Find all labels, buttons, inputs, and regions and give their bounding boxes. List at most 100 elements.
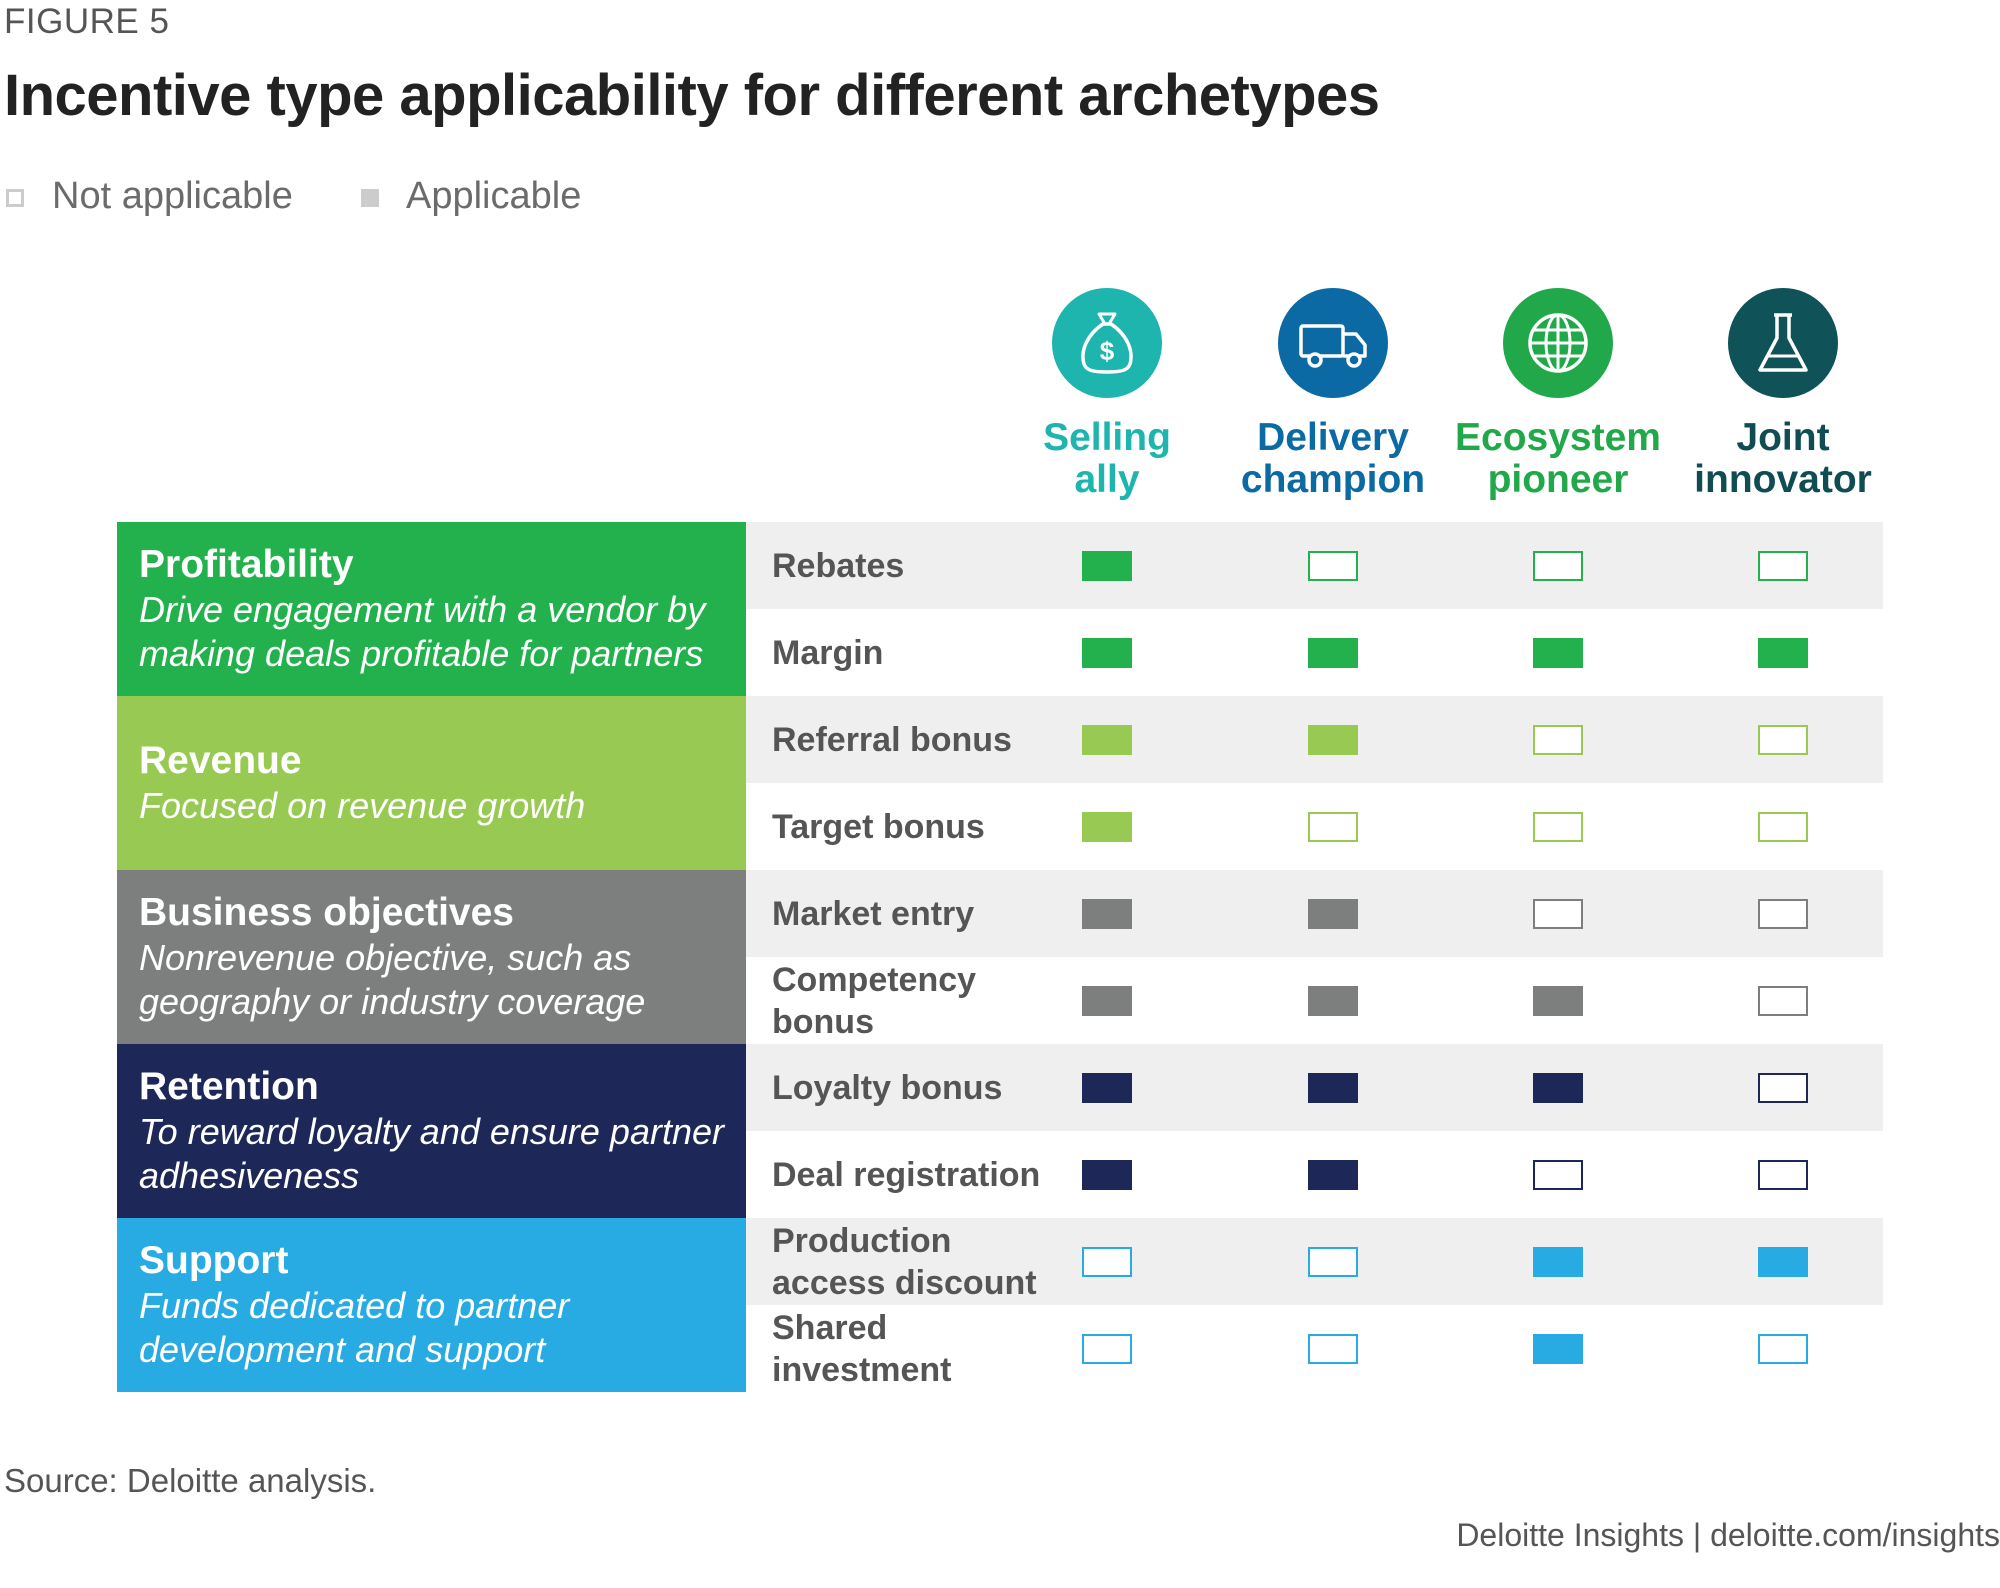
category-description: Nonrevenue objective, such as geography … <box>139 937 646 1022</box>
matrix-row: Rebates <box>746 522 1883 609</box>
legend-label: Applicable <box>406 175 582 217</box>
category-description: To reward loyalty and ensure partner adh… <box>139 1111 724 1196</box>
not-applicable-cell <box>1308 550 1358 581</box>
applicable-cell <box>1533 1333 1583 1364</box>
globe-icon <box>1503 288 1613 398</box>
incentive-label: Shared investment <box>772 1308 952 1389</box>
incentive-label: Production access discount <box>772 1221 1037 1302</box>
legend-label: Not applicable <box>52 175 293 217</box>
money-bag-icon: $ <box>1052 288 1162 398</box>
applicable-cell <box>1308 724 1358 755</box>
category-title: Profitability <box>139 543 354 586</box>
incentive-label: Loyalty bonus <box>772 1068 1003 1107</box>
source-note: Source: Deloitte analysis. <box>4 1462 377 1499</box>
matrix-row: Competency bonus <box>746 957 1883 1044</box>
category-block: Business objectives Nonrevenue objective,… <box>117 870 746 1044</box>
matrix-row: Production access discount <box>746 1218 1883 1305</box>
incentive-label: Rebates <box>772 546 905 585</box>
not-applicable-cell <box>1533 724 1583 755</box>
incentive-label: Margin <box>772 633 884 672</box>
not-applicable-cell <box>1758 550 1808 581</box>
applicable-cell <box>1308 985 1358 1016</box>
not-applicable-cell <box>1308 1246 1358 1277</box>
category-block: Profitability Drive engagement with a ven… <box>117 522 746 696</box>
not-applicable-cell <box>1758 1159 1808 1190</box>
category-description: Funds dedicated to partner development a… <box>139 1285 570 1370</box>
legend-swatch-filled <box>361 189 379 207</box>
applicable-cell <box>1533 985 1583 1016</box>
category-title: Business objectives <box>139 891 514 934</box>
matrix-row: Shared investment <box>746 1305 1883 1392</box>
matrix-row: Loyalty bonus <box>746 1044 1883 1131</box>
category-block: Support Funds dedicated to partner develo… <box>117 1218 746 1392</box>
category-title: Retention <box>139 1065 319 1108</box>
matrix-row: Referral bonus <box>746 696 1883 783</box>
truck-icon <box>1278 288 1388 398</box>
applicable-cell <box>1082 1072 1132 1103</box>
archetype-label-line: Delivery <box>1257 416 1409 459</box>
applicable-cell <box>1082 898 1132 929</box>
applicable-cell <box>1308 1072 1358 1103</box>
not-applicable-cell <box>1533 550 1583 581</box>
not-applicable-cell <box>1533 898 1583 929</box>
incentive-label: Deal registration <box>772 1155 1041 1194</box>
applicable-cell <box>1308 637 1358 668</box>
category-block: Revenue Focused on revenue growth <box>117 696 746 870</box>
applicable-cell <box>1082 637 1132 668</box>
applicable-cell <box>1082 550 1132 581</box>
not-applicable-cell <box>1758 1072 1808 1103</box>
archetype-label-line: champion <box>1240 458 1426 501</box>
category-title: Support <box>139 1239 289 1282</box>
footer-credit: Deloitte Insights | deloitte.com/insight… <box>1456 1517 2000 1553</box>
matrix-row: Target bonus <box>746 783 1883 870</box>
archetype-label-line: Ecosystem <box>1455 416 1661 459</box>
applicable-cell <box>1308 898 1358 929</box>
category-description: Focused on revenue growth <box>139 785 586 826</box>
applicable-cell <box>1082 724 1132 755</box>
archetype-label-line: ally <box>1074 458 1140 501</box>
applicable-cell <box>1082 985 1132 1016</box>
not-applicable-cell <box>1758 811 1808 842</box>
category-block: Retention To reward loyalty and ensure pa… <box>117 1044 746 1218</box>
matrix-row: Market entry <box>746 870 1883 957</box>
matrix-row: Margin <box>746 609 1883 696</box>
incentive-label: Competency bonus <box>772 960 977 1041</box>
archetype-label-line: innovator <box>1694 458 1872 501</box>
not-applicable-cell <box>1533 811 1583 842</box>
applicable-cell <box>1533 1072 1583 1103</box>
not-applicable-cell <box>1082 1246 1132 1277</box>
not-applicable-cell <box>1758 1333 1808 1364</box>
not-applicable-cell <box>1758 898 1808 929</box>
not-applicable-cell <box>1758 985 1808 1016</box>
archetype-label: Delivery champion <box>1223 417 1443 501</box>
applicable-cell <box>1533 637 1583 668</box>
applicable-cell <box>1082 811 1132 842</box>
matrix-row: Deal registration <box>746 1131 1883 1218</box>
archetype-label-line: Joint <box>1736 416 1830 459</box>
figure-label: FIGURE 5 <box>4 2 170 41</box>
applicable-cell <box>1758 1246 1808 1277</box>
legend-swatch-outline <box>6 189 24 207</box>
not-applicable-cell <box>1308 811 1358 842</box>
not-applicable-cell <box>1308 1333 1358 1364</box>
incentive-label: Target bonus <box>772 807 985 846</box>
page-title: Incentive type applicability for differe… <box>4 63 1380 128</box>
not-applicable-cell <box>1758 724 1808 755</box>
applicable-cell <box>1758 637 1808 668</box>
applicable-cell <box>1533 1246 1583 1277</box>
incentive-label: Market entry <box>772 894 975 933</box>
flask-icon <box>1728 288 1838 398</box>
not-applicable-cell <box>1082 1333 1132 1364</box>
category-title: Revenue <box>139 739 302 782</box>
incentive-label: Referral bonus <box>772 720 1012 759</box>
svg-text:$: $ <box>1100 336 1115 366</box>
archetype-label: Joint innovator <box>1673 417 1893 501</box>
archetype-label: Ecosystem pioneer <box>1448 417 1668 501</box>
archetype-label: Selling ally <box>997 417 1217 501</box>
applicable-cell <box>1082 1159 1132 1190</box>
archetype-label-line: pioneer <box>1487 458 1629 501</box>
archetype-label-line: Selling <box>1043 416 1171 459</box>
applicable-cell <box>1308 1159 1358 1190</box>
category-description: Drive engagement with a vendor by making… <box>139 589 706 674</box>
not-applicable-cell <box>1533 1159 1583 1190</box>
